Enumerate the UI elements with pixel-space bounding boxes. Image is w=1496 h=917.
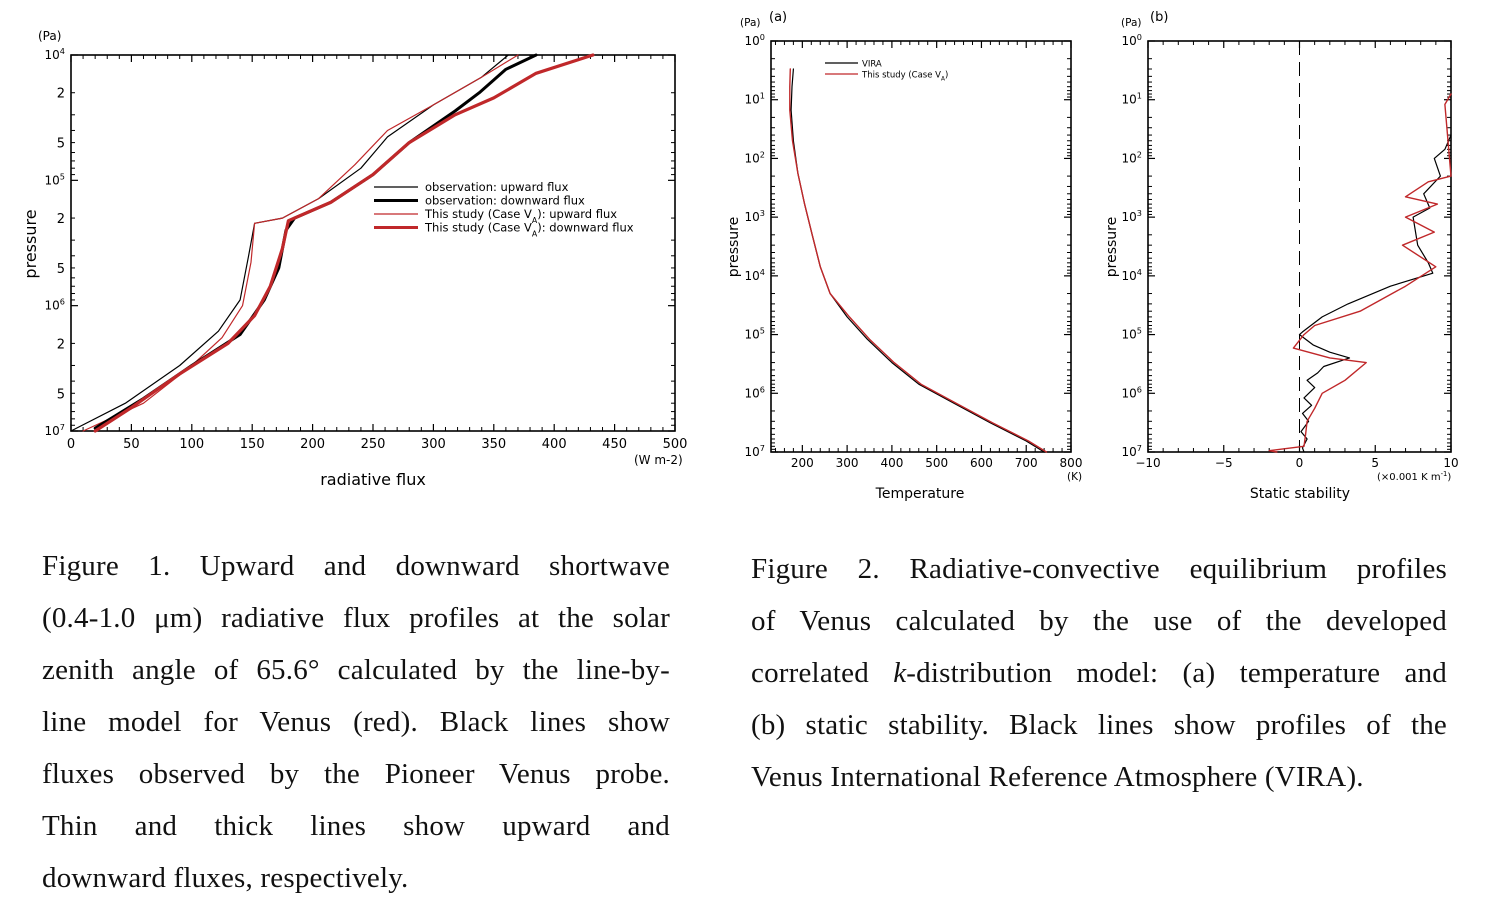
caption1-line: fluxes observed by the Pioneer Venus pro… [42,758,670,790]
fig2a-ytick-label: 106 [745,384,765,400]
fig1-ylabel: pressure [21,209,40,278]
fig2a-ytick-label: 103 [745,208,765,224]
fig2b-ytick-label: 107 [1122,443,1142,459]
fig1-series-line [93,53,538,430]
fig2b-ytick-label: 101 [1122,91,1142,107]
caption2-italic-k: k [893,657,907,689]
fig1-yunit: (Pa) [38,29,61,43]
caption2-text: -distribution model: (a) temperature and [906,657,1447,689]
fig2b-ytick-label: 106 [1122,384,1142,400]
fig1-xtick-label: 150 [240,437,265,452]
caption2-line: Figure 2. Radiative-convective equilibri… [751,553,1447,585]
fig1-ytick-minor-label: 5 [57,387,65,402]
fig2b-xtick-label: −5 [1215,456,1233,470]
fig2a-ytick-label: 102 [745,149,765,165]
fig1-ytick-minor-label: 5 [57,137,65,152]
fig2a-ytick-label: 100 [745,32,765,48]
fig2a-series-line [789,68,1048,453]
fig2a-ytick-label: 107 [745,443,765,459]
fig2a-xtick-label: 700 [1015,456,1038,470]
caption1-line: (0.4-1.0 μm) radiative flux profiles at … [42,602,670,634]
fig1-series-line [93,53,595,433]
fig1-xtick-label: 200 [300,437,325,452]
figure2b-chart: 100 101 102 103 104 105 106 107−10 −5 0 5 10 (b) (Pa)… [1104,10,1459,502]
fig2a-frame [770,40,1072,453]
fig1-frame [70,54,676,432]
fig1-ytick-minor-label: 2 [57,87,65,102]
fig2a-series-line [790,68,1045,453]
fig2a-xlabel: Temperature [875,486,965,502]
fig1-xtick-label: 400 [542,437,567,452]
fig2a-yunit: (Pa) [740,17,761,29]
fig2b-xtick-label: 10 [1443,456,1458,470]
fig2b-panel-label: (b) [1150,10,1168,25]
fig2b-yunit: (Pa) [1121,17,1142,29]
fig1-ytick-minor-label: 2 [57,212,65,227]
fig1-legend-label: observation: upward flux [425,180,569,194]
figure2-caption: Figure 2. Radiative-convective equilibri… [751,543,1447,803]
fig1-ytick-label: 107 [45,422,65,438]
fig2a-xtick-label: 800 [1060,456,1083,470]
fig2a-xunit: (K) [1067,471,1082,483]
figure1-caption: Figure 1. Upward and downward shortwave … [42,540,670,904]
fig2b-xtick-label: 5 [1371,456,1379,470]
fig2a-ytick-label: 101 [745,91,765,107]
fig2b-xunit: (×0.001 K m-1) [1377,470,1451,483]
fig2b-series-line [1298,134,1452,453]
caption1-line: Figure 1. Upward and downward shortwave [42,550,670,582]
caption2-line: (b) static stability. Black lines show p… [751,709,1447,741]
fig2a-ylabel: pressure [726,217,742,277]
caption2-line: of Venus calculated by the use of the de… [751,605,1447,637]
fig2a-legend-label: This study (Case VA) [861,71,948,83]
fig2b-ytick-label: 105 [1122,326,1142,342]
fig2b-ytick-label: 100 [1122,32,1142,48]
fig2a-xtick-label: 500 [925,456,948,470]
caption1-line: downward fluxes, respectively. [42,862,409,894]
caption1-line: Thin and thick lines show upward and [42,810,670,842]
fig1-xtick-label: 50 [123,437,140,452]
fig2a-xtick-label: 600 [970,456,993,470]
fig2a-legend-label: VIRA [862,60,882,70]
fig1-series-line [70,54,509,432]
fig2a-ytick-label: 105 [745,326,765,342]
fig2b-ylabel: pressure [1104,217,1120,277]
fig1-legend-label: This study (Case VA): downward flux [424,221,634,239]
fig1-legend-label: observation: downward flux [425,194,585,208]
fig1-ytick-label: 105 [45,171,65,187]
fig2b-ytick-label: 102 [1122,149,1142,165]
caption2-line: Venus International Reference Atmosphere… [751,761,1364,793]
caption1-line: line model for Venus (red). Black lines … [42,706,670,738]
fig1-xtick-label: 100 [179,437,204,452]
fig2a-xtick-label: 300 [836,456,859,470]
fig2b-xlabel: Static stability [1250,486,1350,502]
fig1-xtick-label: 350 [481,437,506,452]
fig1-legend-label: This study (Case VA): upward flux [424,207,617,225]
fig1-xtick-label: 450 [602,437,627,452]
fig1-ytick-label: 104 [45,46,65,62]
figure2a-chart: 100 101 102 103 104 105 106 107 200 300 400 500 600 7… [726,10,1082,502]
fig2a-xtick-label: 200 [791,456,814,470]
fig1-xtick-label: 0 [67,437,75,452]
caption2-line: correlated k-distribution model: (a) tem… [751,647,1447,699]
fig1-xtick-label: 500 [663,437,688,452]
fig2b-xtick-label: −10 [1135,456,1160,470]
fig2b-series-line [1268,93,1452,453]
fig1-xlabel: radiative flux [320,470,426,489]
caption2-text: correlated [751,657,894,689]
fig1-ytick-minor-label: 5 [57,262,65,277]
fig1-ytick-label: 106 [45,297,65,313]
fig2a-xtick-label: 400 [880,456,903,470]
fig1-ytick-minor-label: 2 [57,337,65,352]
fig1-xtick-label: 300 [421,437,446,452]
fig2a-panel-label: (a) [769,10,787,25]
fig2b-xtick-label: 0 [1296,456,1304,470]
caption1-line: zenith angle of 65.6° calculated by the … [42,654,670,686]
fig2b-ytick-label: 104 [1122,267,1142,283]
fig1-xtick-label: 250 [361,437,386,452]
fig2a-ytick-label: 104 [745,267,765,283]
fig2b-ytick-label: 103 [1122,208,1142,224]
fig1-xunit: (W m-2) [634,453,683,467]
